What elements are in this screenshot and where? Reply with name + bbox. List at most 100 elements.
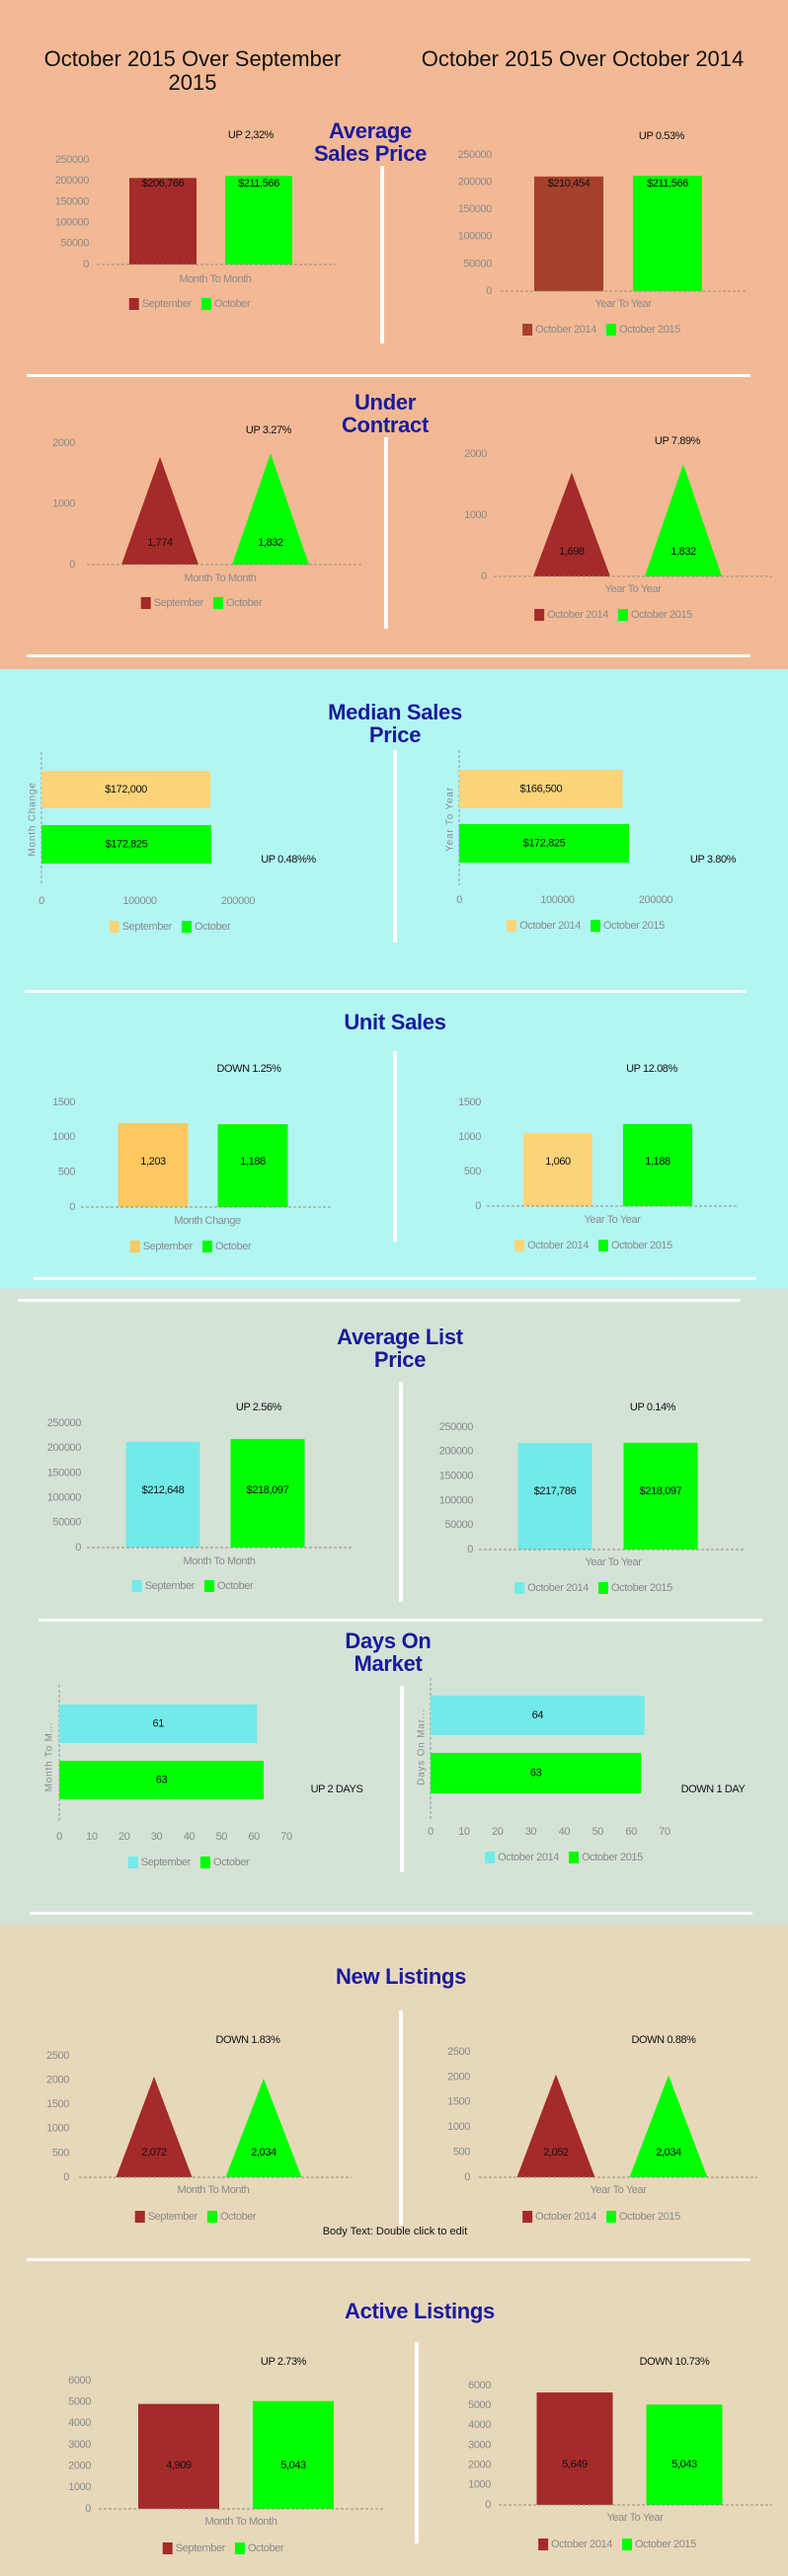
legend-swatch — [181, 921, 192, 933]
y-tick-label: 6000 — [468, 2380, 491, 2391]
y-tick-label: 0 — [63, 2171, 69, 2183]
y-tick-label: 2000 — [447, 2071, 470, 2083]
bar — [118, 1122, 189, 1207]
data-label: 2,072 — [141, 2147, 167, 2159]
legend-swatch — [606, 2211, 616, 2223]
section-title-average-sales-price: Average Sales Price — [313, 118, 428, 166]
bar — [253, 2400, 334, 2509]
y-axis-label: Days On Mar... — [417, 1708, 428, 1785]
legend-item: October — [199, 1856, 250, 1868]
legend: September October — [140, 597, 263, 609]
change-annotation: UP 7.89% — [655, 435, 701, 447]
y-tick-label: 1000 — [458, 1131, 481, 1143]
legend-label: October — [220, 2211, 257, 2223]
legend-swatch — [134, 2211, 145, 2223]
change-annotation: UP 2.73% — [261, 2356, 307, 2368]
legend-item: October 2015 — [591, 920, 666, 932]
legend-item: October — [203, 1580, 254, 1592]
bar — [459, 824, 629, 863]
y-tick-label: 3000 — [68, 2439, 91, 2451]
x-tick-label: 20 — [492, 1826, 504, 1838]
y-tick-label: 0 — [467, 1544, 473, 1555]
legend-item: October — [201, 1241, 252, 1252]
x-tick-label: 30 — [151, 1831, 163, 1843]
legend-label: October — [213, 1856, 250, 1868]
legend-item: October 2015 — [598, 1240, 673, 1251]
triangle-bar — [121, 456, 198, 565]
bar — [41, 825, 211, 864]
data-label: $211,566 — [238, 178, 279, 189]
data-label: 1,188 — [645, 1156, 670, 1168]
vertical-divider — [400, 1686, 404, 1872]
y-tick-label: 2500 — [447, 2046, 470, 2058]
vertical-divider — [399, 1382, 403, 1602]
legend-swatch — [129, 1241, 140, 1252]
y-tick-label: 1500 — [46, 2098, 69, 2110]
section-title-days-on-market: Days On Market — [345, 1629, 432, 1676]
legend-label: October 2015 — [631, 609, 692, 621]
y-tick-label: 0 — [69, 559, 75, 570]
change-annotation: DOWN 10.73% — [640, 2356, 710, 2368]
legend: September October — [129, 1241, 252, 1252]
triangle-bar — [116, 2077, 193, 2177]
y-tick-label: 2500 — [46, 2050, 69, 2062]
legend-item: October — [200, 298, 251, 310]
change-annotation: DOWN 1.25% — [216, 1063, 281, 1075]
horizontal-divider — [18, 1299, 741, 1302]
triangle-bar — [533, 472, 610, 576]
y-tick-label: 0 — [83, 259, 89, 270]
x-axis-label: Year To Year — [605, 583, 663, 595]
legend-item: September — [140, 597, 204, 609]
chart: 61 63 0 10 20 30 40 50 60 70 Month To M... UP 2 DAY… — [44, 1685, 363, 1868]
bar — [225, 176, 292, 265]
legend: September October — [134, 2211, 257, 2223]
legend-swatch — [522, 2211, 533, 2223]
data-label: $211,566 — [647, 178, 688, 189]
x-tick-label: 70 — [659, 1826, 670, 1838]
legend-label: October — [217, 1580, 254, 1592]
legend-item: September — [162, 2542, 226, 2554]
change-annotation: UP 3.80% — [690, 854, 737, 866]
legend-swatch — [140, 597, 151, 609]
horizontal-divider — [34, 1277, 756, 1280]
y-tick-label: 200000 — [458, 177, 493, 189]
legend: September October — [128, 298, 251, 310]
x-tick-label: 200000 — [221, 895, 256, 907]
y-tick-label: 2000 — [464, 448, 487, 460]
legend-item: October 2014 — [522, 324, 597, 336]
legend-label: October 2015 — [582, 1852, 643, 1863]
legend-label: September — [176, 2542, 226, 2554]
bar — [517, 1442, 592, 1550]
legend-item: October 2014 — [514, 1582, 590, 1594]
y-tick-label: 0 — [486, 285, 492, 297]
legend: September October — [131, 1580, 254, 1592]
y-tick-label: 100000 — [439, 1494, 474, 1506]
chart: 0 500 1000 1500 1,203 1,188 Month Change DOWN 1… — [52, 1063, 333, 1252]
legend-swatch — [485, 1852, 496, 1863]
bar — [459, 770, 623, 808]
legend-item: October 2015 — [606, 2211, 681, 2223]
legend-label: September — [141, 1856, 192, 1868]
change-annotation: UP 12.08% — [626, 1063, 677, 1075]
bar — [534, 176, 603, 291]
body-text-placeholder[interactable]: Body Text: Double click to edit — [322, 2226, 468, 2237]
legend-item: September — [109, 921, 173, 933]
y-tick-label: 100000 — [55, 217, 90, 229]
legend-label: October 2015 — [635, 2538, 696, 2550]
y-tick-label: 0 — [75, 1542, 81, 1553]
x-tick-label: 200000 — [639, 894, 673, 906]
bar — [59, 1761, 264, 1799]
x-tick-label: 50 — [216, 1831, 228, 1843]
section-title-active-listings: Active Listings — [345, 2299, 495, 2323]
bar — [129, 178, 197, 265]
vertical-divider — [384, 437, 388, 629]
legend-swatch — [569, 1852, 579, 1863]
legend-swatch — [591, 920, 600, 932]
legend-item: October 2015 — [569, 1852, 644, 1863]
horizontal-divider — [25, 990, 747, 993]
legend: October 2014 October 2015 — [534, 609, 693, 621]
x-axis-label: Month To Month — [204, 2516, 276, 2528]
legend-item: October 2015 — [622, 2538, 697, 2550]
legend-label: September — [143, 1241, 194, 1252]
